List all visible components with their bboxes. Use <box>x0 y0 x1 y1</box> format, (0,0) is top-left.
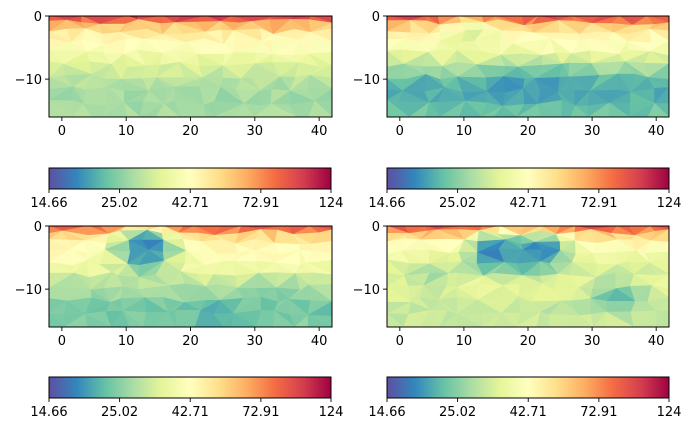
x-tick-label: 20 <box>520 334 537 349</box>
x-tick-label: 30 <box>247 334 264 349</box>
colorbar-tick-label: 72.91 <box>242 196 279 211</box>
colorbar-tick-label: 124 <box>319 196 344 211</box>
mesh-cell <box>155 103 181 117</box>
colorbar-bottom-left: 14.66 25.02 42.71 72.91 124 <box>30 376 344 420</box>
x-tick-label: 20 <box>182 124 199 139</box>
colorbar-tick-label: 25.02 <box>101 405 138 420</box>
mesh-cell <box>122 310 144 327</box>
panels-layer: 0 10 20 30 40 0 −10 14.66 25.02 42.71 72.91 124 0 10 2… <box>15 10 682 420</box>
colorbar-top-left: 14.66 25.02 42.71 72.91 124 <box>30 167 344 211</box>
colorbar-tick-label: 42.71 <box>510 196 547 211</box>
mesh-cell <box>307 314 332 327</box>
mesh-cell <box>537 103 562 117</box>
colorbar-top-right: 14.66 25.02 42.71 72.91 124 <box>368 167 682 211</box>
y-tick-label: −10 <box>353 283 380 298</box>
x-tick-label: 20 <box>520 124 537 139</box>
y-tick-label: −10 <box>15 73 42 88</box>
x-tick-label: 30 <box>584 124 601 139</box>
mesh-cell <box>236 103 255 117</box>
y-tick-label: −10 <box>15 283 42 298</box>
y-tick-label: −10 <box>353 73 380 88</box>
colorbar-tick-label: 42.71 <box>172 196 209 211</box>
mesh-cell <box>458 100 483 117</box>
colorbar-bottom-right: 14.66 25.02 42.71 72.91 124 <box>368 376 682 420</box>
panel-top-right: 0 10 20 30 40 0 −10 <box>353 10 670 139</box>
mesh-cell <box>655 310 669 327</box>
colorbar-tick-label: 42.71 <box>172 405 209 420</box>
mesh-cell <box>493 105 518 117</box>
panel-bottom-right: 0 10 20 30 40 0 −10 <box>353 220 670 349</box>
colorbar-gradient <box>386 376 670 399</box>
mesh-cell <box>536 311 551 327</box>
y-tick-label: 0 <box>372 10 380 25</box>
colorbar-tick-label: 14.66 <box>368 196 405 211</box>
mesh-cell <box>571 315 595 327</box>
mesh-cell <box>155 311 177 327</box>
mesh-cell <box>203 103 215 117</box>
mesh-cell <box>647 103 669 117</box>
x-tick-label: 30 <box>247 124 264 139</box>
mesh-cell <box>49 312 66 327</box>
colorbar-tick-label: 72.91 <box>580 405 617 420</box>
colorbar-gradient <box>48 376 332 399</box>
x-tick-label: 10 <box>456 124 473 139</box>
x-tick-label: 0 <box>396 334 404 349</box>
mesh-cell <box>425 101 440 117</box>
x-tick-label: 0 <box>58 124 66 139</box>
mesh-cell <box>83 103 102 117</box>
panel-bottom-left: 0 10 20 30 40 0 −10 <box>15 220 333 349</box>
colorbar-tick-label: 124 <box>657 405 682 420</box>
x-tick-label: 30 <box>584 334 601 349</box>
colorbar-tick-label: 14.66 <box>368 405 405 420</box>
colorbar-tick-label: 42.71 <box>510 405 547 420</box>
colorbar-gradient <box>48 167 332 190</box>
colorbar-tick-label: 72.91 <box>242 405 279 420</box>
y-tick-label: 0 <box>372 220 380 235</box>
colorbar-tick-label: 72.91 <box>580 196 617 211</box>
mesh-cell <box>123 102 141 117</box>
colorbar-tick-label: 25.02 <box>439 405 476 420</box>
x-tick-label: 0 <box>58 334 66 349</box>
triangle-mesh <box>49 226 332 327</box>
mesh-cell <box>387 99 410 117</box>
mesh-cell <box>387 313 404 327</box>
y-tick-label: 0 <box>34 220 42 235</box>
x-tick-label: 10 <box>118 124 135 139</box>
mesh-cell <box>608 102 631 117</box>
panel-top-left: 0 10 20 30 40 0 −10 <box>15 10 333 139</box>
mesh-cell <box>49 100 74 117</box>
colorbar-tick-label: 25.02 <box>439 196 476 211</box>
mesh-cell <box>270 103 298 117</box>
mesh-cell <box>570 105 589 117</box>
x-tick-label: 0 <box>396 124 404 139</box>
x-tick-label: 40 <box>648 334 665 349</box>
colorbar-tick-label: 25.02 <box>101 196 138 211</box>
x-tick-label: 10 <box>456 334 473 349</box>
colorbar-tick-label: 14.66 <box>30 196 67 211</box>
mesh-cell <box>456 313 483 327</box>
triangle-mesh <box>387 16 669 117</box>
colorbar-tick-label: 14.66 <box>30 405 67 420</box>
triangle-mesh <box>387 226 669 327</box>
mesh-cell <box>84 313 112 327</box>
colorbar-gradient <box>386 167 670 190</box>
colorbar-tick-label: 124 <box>657 196 682 211</box>
x-tick-label: 40 <box>311 334 328 349</box>
mesh-cell <box>273 310 296 327</box>
x-tick-label: 40 <box>648 124 665 139</box>
x-tick-label: 10 <box>118 334 135 349</box>
x-tick-label: 20 <box>182 334 199 349</box>
mesh-cell <box>493 312 517 327</box>
mesh-cell <box>231 312 257 327</box>
mesh-cell <box>419 309 441 327</box>
mesh-cell <box>308 100 332 117</box>
x-tick-label: 40 <box>311 124 328 139</box>
mesh-cell <box>605 311 634 327</box>
y-tick-label: 0 <box>34 10 42 25</box>
mesh-cell <box>194 309 225 327</box>
triangle-mesh <box>49 16 332 117</box>
colorbar-tick-label: 124 <box>319 405 344 420</box>
